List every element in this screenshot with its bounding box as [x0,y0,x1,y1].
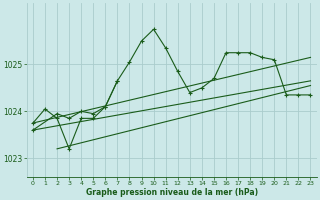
X-axis label: Graphe pression niveau de la mer (hPa): Graphe pression niveau de la mer (hPa) [86,188,258,197]
